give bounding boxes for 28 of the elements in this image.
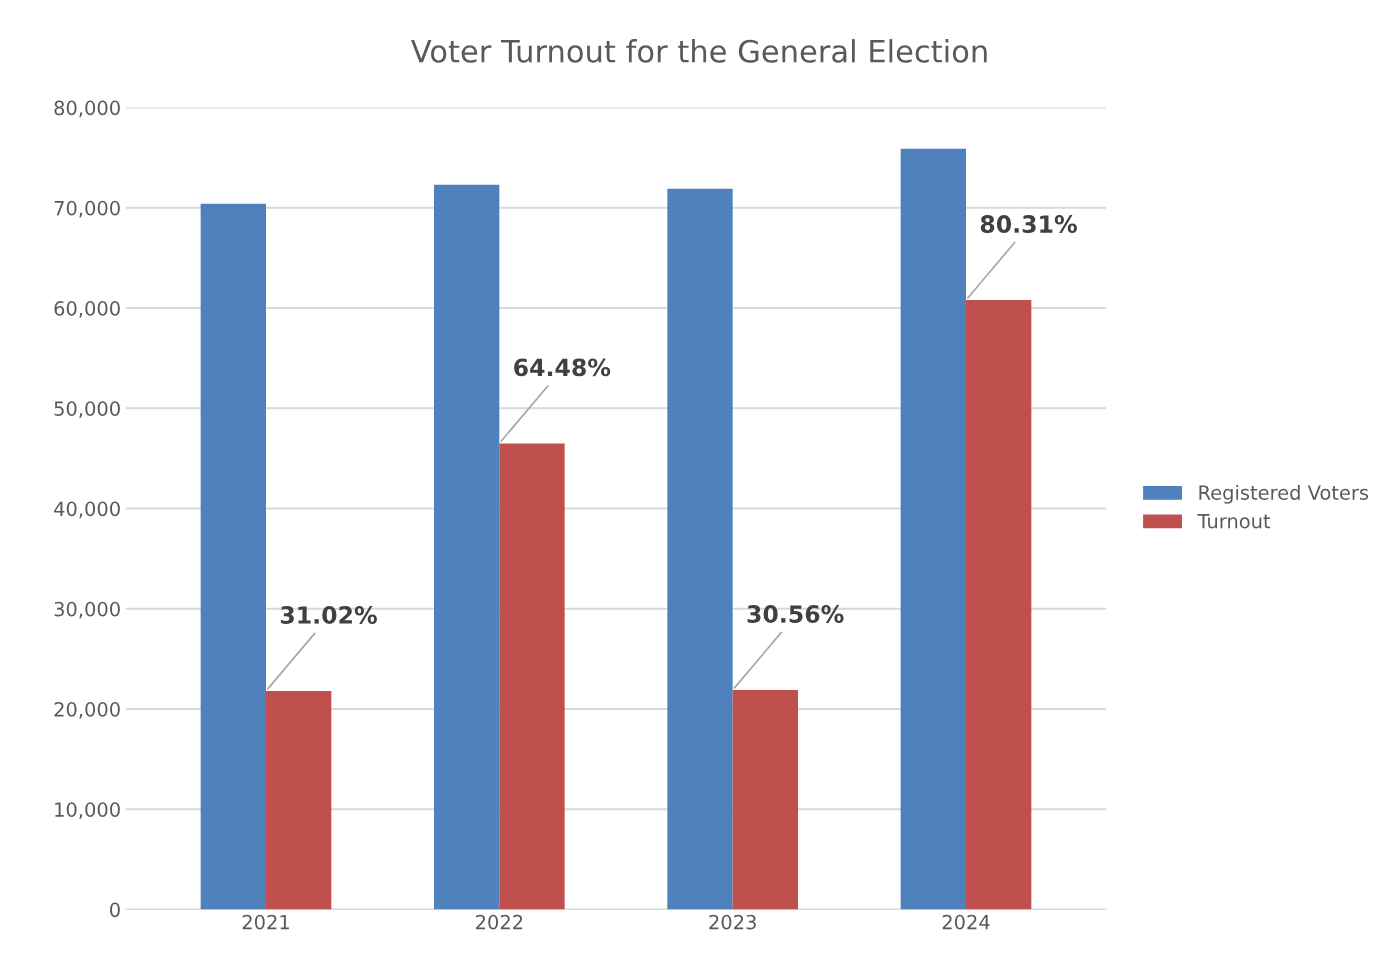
annotation: 64.48%	[514, 358, 611, 377]
chart-title: Voter Turnout for the General Election	[411, 39, 987, 63]
y-tick-label: 80,000	[54, 100, 120, 118]
bar	[667, 188, 733, 910]
y-tick-label: 60,000	[54, 301, 120, 318]
bar	[434, 184, 500, 910]
y-tick-label: 10,000	[55, 802, 120, 819]
y-tick-label: 40,000	[54, 501, 120, 519]
annotation: 80.31%	[980, 215, 1077, 233]
bar	[732, 690, 798, 910]
bar	[966, 300, 1032, 910]
annotation: 31.02%	[280, 606, 377, 624]
x-tick-label: 2024	[942, 914, 990, 930]
y-tick-label: 20,000	[54, 702, 120, 719]
x-tick-label: 2022	[476, 914, 523, 930]
legend-label: Registered Voters	[1199, 484, 1369, 504]
y-tick-label: 50,000	[54, 401, 120, 418]
x-tick-label: 2023	[709, 914, 756, 930]
bar	[900, 148, 966, 910]
y-tick-label: 30,000	[54, 601, 120, 619]
bar	[200, 203, 266, 910]
legend-label: Turnout	[1197, 514, 1271, 529]
bar	[266, 691, 332, 910]
x-tick-label: 2021	[242, 914, 289, 930]
bar	[499, 443, 565, 910]
annotation: 30.56%	[747, 605, 844, 623]
y-tick-label: 0	[110, 902, 120, 918]
y-tick-label: 70,000	[54, 200, 120, 218]
